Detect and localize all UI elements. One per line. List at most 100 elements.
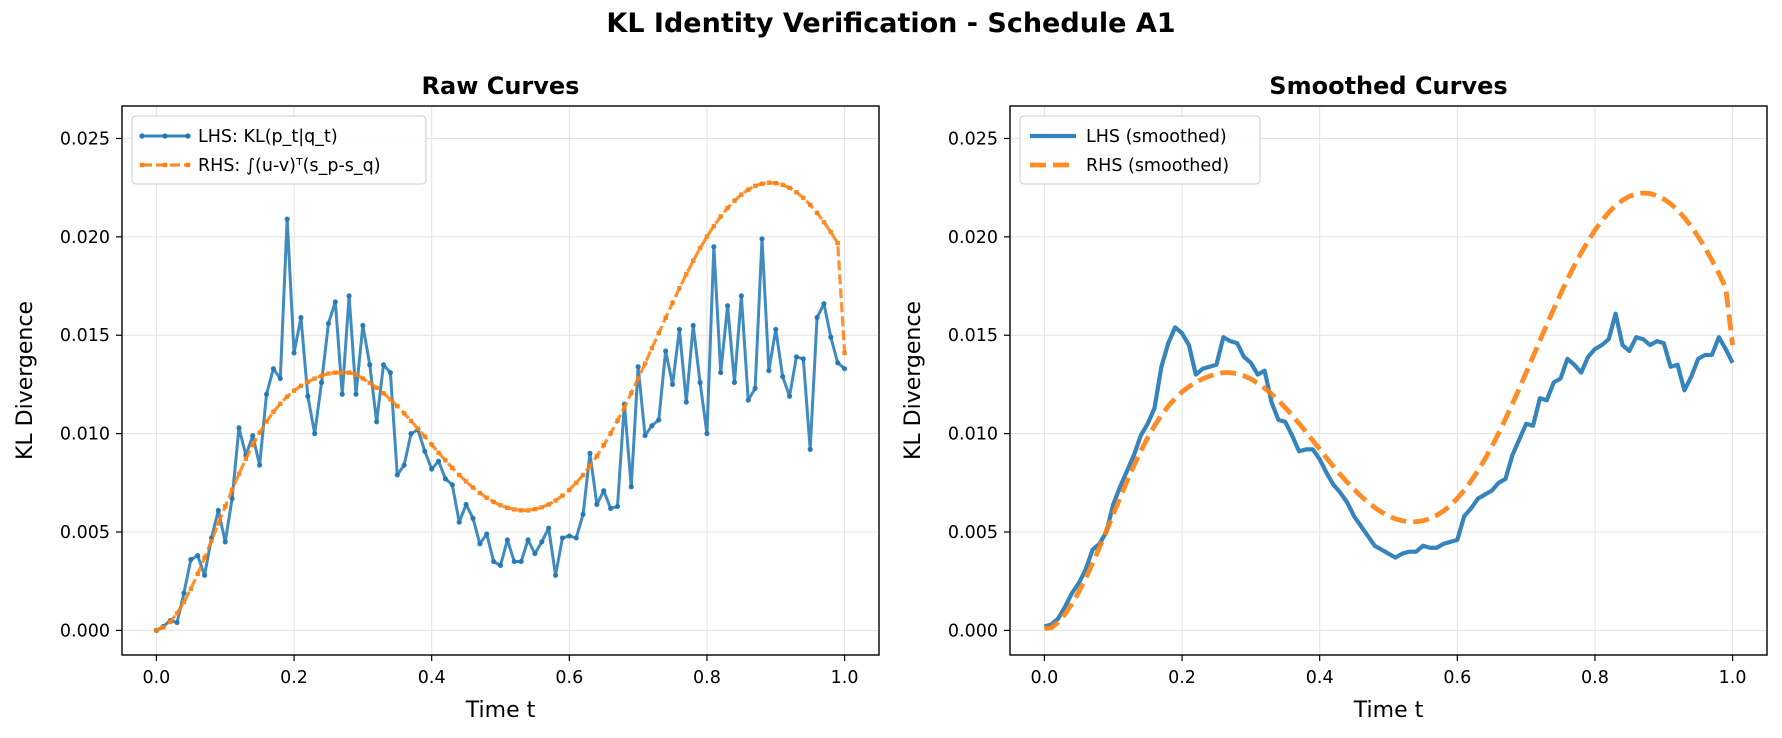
rhs-data-point bbox=[264, 419, 269, 424]
rhs-data-point bbox=[594, 453, 600, 459]
rhs-data-point bbox=[174, 611, 180, 616]
rhs-data-point bbox=[677, 286, 682, 291]
rhs-data-point bbox=[780, 182, 785, 188]
lhs-data-point bbox=[497, 562, 504, 569]
lhs-data-point bbox=[229, 495, 235, 502]
lhs-data-point bbox=[807, 446, 813, 452]
lhs-data-point bbox=[291, 350, 297, 356]
rhs-data-point bbox=[704, 234, 710, 239]
lhs-data-point bbox=[676, 326, 683, 332]
rhs-data-point bbox=[429, 442, 434, 447]
rhs-data-point bbox=[601, 443, 606, 448]
rhs-data-point bbox=[381, 391, 386, 396]
lhs-data-point bbox=[181, 590, 187, 596]
lhs-data-point bbox=[532, 551, 538, 557]
rhs-data-point bbox=[807, 202, 813, 207]
rhs-data-point bbox=[243, 456, 249, 462]
lhs-data-point bbox=[201, 572, 208, 578]
legend-marker-lhs bbox=[139, 133, 145, 139]
rhs-data-point bbox=[195, 571, 200, 577]
lhs-data-point bbox=[188, 556, 194, 563]
rhs-data-point bbox=[525, 508, 531, 513]
lhs-data-point bbox=[525, 537, 531, 543]
lhs-data-point bbox=[587, 450, 593, 456]
y-tick-label: 0.000 bbox=[948, 621, 998, 641]
x-tick-label: 0.8 bbox=[693, 668, 721, 688]
rhs-data-point bbox=[690, 258, 696, 264]
rhs-data-point bbox=[491, 499, 496, 505]
rhs-data-point bbox=[649, 346, 655, 351]
lhs-data-point bbox=[649, 423, 655, 429]
x-tick-label: 0.2 bbox=[280, 668, 308, 688]
legend-marker-lhs bbox=[185, 133, 191, 139]
rhs-data-point bbox=[746, 187, 751, 192]
lhs-data-point bbox=[463, 501, 469, 508]
rhs-data-point bbox=[560, 493, 565, 498]
lhs-series-line bbox=[1043, 311, 1735, 629]
y-tick-label: 0.020 bbox=[60, 228, 110, 248]
lhs-data-point bbox=[828, 334, 834, 340]
rhs-data-point bbox=[415, 426, 421, 431]
rhs-data-point bbox=[725, 205, 730, 211]
x-tick-label: 1.0 bbox=[1719, 668, 1747, 688]
lhs-data-point bbox=[552, 572, 559, 578]
rhs-data-point bbox=[539, 505, 544, 510]
lhs-data-point bbox=[786, 393, 793, 399]
rhs-data-point bbox=[484, 495, 489, 500]
lhs-data-point bbox=[298, 314, 304, 321]
rhs-data-point bbox=[463, 479, 469, 484]
lhs-data-point bbox=[725, 303, 731, 309]
rhs-data-point bbox=[512, 507, 517, 512]
y-tick-label: 0.025 bbox=[60, 129, 110, 149]
rhs-data-point bbox=[360, 376, 366, 381]
rhs-data-point bbox=[505, 505, 510, 511]
rhs-data-point bbox=[333, 370, 338, 375]
legend-box bbox=[131, 115, 427, 185]
y-tick-label: 0.000 bbox=[60, 621, 110, 641]
rhs-data-point bbox=[635, 376, 641, 381]
rhs-data-point bbox=[759, 181, 765, 186]
x-tick-label: 0.8 bbox=[1581, 668, 1609, 688]
legend-label-lhs: LHS: KL(p_t|q_t) bbox=[198, 127, 338, 147]
rhs-data-point bbox=[154, 628, 159, 633]
lhs-data-point bbox=[841, 366, 848, 372]
x-tick-label: 0.6 bbox=[555, 668, 583, 688]
rhs-data-point bbox=[670, 300, 675, 305]
rhs-data-point bbox=[642, 361, 648, 366]
rhs-data-point bbox=[567, 487, 572, 493]
lhs-data-point bbox=[601, 488, 607, 494]
lhs-data-point bbox=[401, 462, 407, 468]
legend-label-rhs: RHS: ∫(u-v)ᵀ(s_p-s_q) bbox=[198, 156, 381, 176]
lhs-data-point bbox=[635, 364, 641, 370]
lhs-data-point bbox=[408, 431, 414, 437]
rhs-data-point bbox=[305, 379, 311, 385]
lhs-data-point bbox=[718, 370, 724, 376]
lhs-data-point bbox=[559, 535, 566, 541]
rhs-data-point bbox=[422, 434, 427, 439]
rhs-data-point bbox=[367, 380, 372, 386]
rhs-data-point bbox=[374, 385, 379, 390]
rhs-data-point bbox=[353, 372, 359, 377]
rhs-data-point bbox=[312, 376, 317, 381]
rhs-data-point bbox=[546, 502, 551, 507]
rhs-data-point bbox=[732, 198, 737, 203]
lhs-data-point bbox=[387, 370, 393, 376]
rhs-data-point bbox=[801, 195, 806, 201]
rhs-data-point bbox=[326, 371, 331, 376]
y-tick-label: 0.005 bbox=[60, 523, 110, 543]
lhs-data-point bbox=[759, 236, 765, 242]
legend-marker-rhs bbox=[185, 162, 191, 168]
lhs-data-point bbox=[821, 301, 827, 307]
lhs-data-point bbox=[518, 558, 524, 565]
lhs-data-point bbox=[449, 482, 455, 488]
rhs-data-point bbox=[436, 450, 441, 455]
lhs-data-point bbox=[429, 466, 435, 472]
lhs-data-point bbox=[305, 393, 311, 399]
lhs-data-point bbox=[539, 539, 545, 545]
rhs-data-point bbox=[697, 246, 703, 251]
y-tick-label: 0.015 bbox=[948, 326, 998, 346]
x-tick-label: 0.2 bbox=[1168, 668, 1196, 688]
lhs-data-point bbox=[367, 362, 373, 368]
lhs-data-point bbox=[332, 299, 338, 305]
